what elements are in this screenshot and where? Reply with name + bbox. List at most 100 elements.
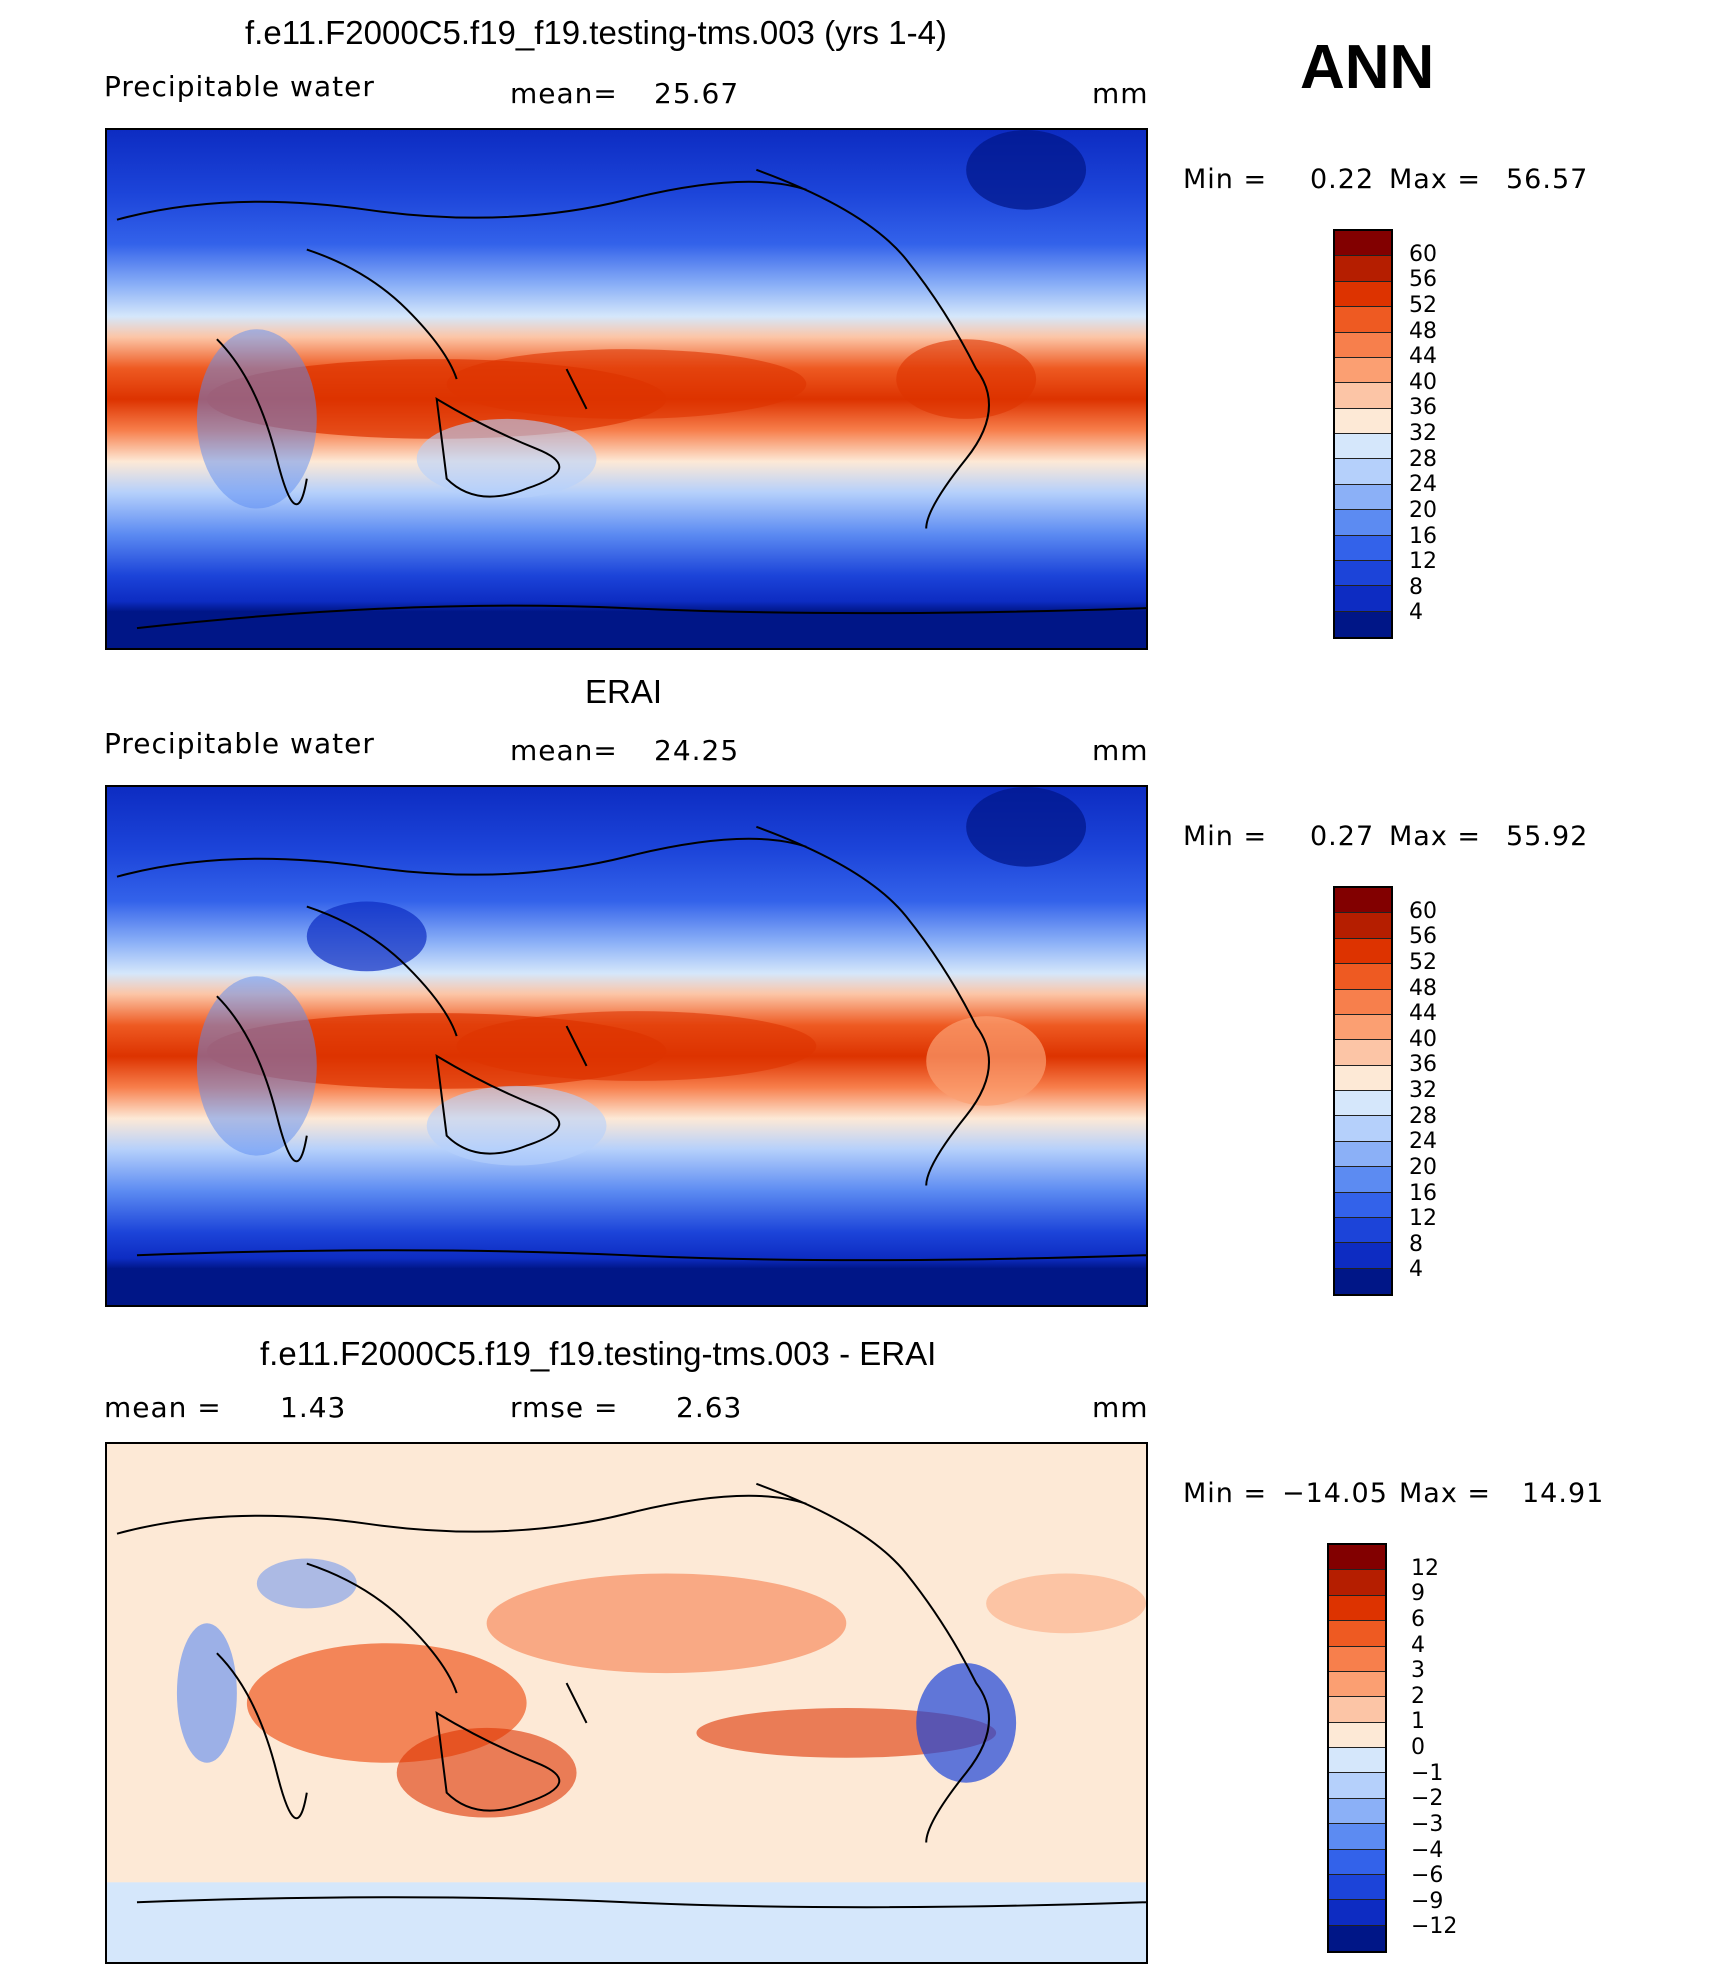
colorbar-tick-label: 16	[1409, 1180, 1437, 1206]
panel2-map	[105, 785, 1148, 1307]
colorbar-tick-label: 3	[1411, 1658, 1425, 1684]
colorbar-swatch	[1335, 1014, 1391, 1041]
colorbar-tick-label: 44	[1409, 1001, 1437, 1027]
panel2-max-label: Max =	[1389, 821, 1482, 852]
colorbar-swatch	[1335, 964, 1391, 990]
colorbar-swatch	[1329, 1748, 1385, 1774]
colorbar-swatch	[1335, 434, 1391, 460]
colorbar-swatch	[1335, 332, 1391, 358]
panel2-mean-label: mean=	[510, 734, 618, 767]
colorbar-swatch	[1335, 281, 1391, 308]
colorbar-tick-label: 60	[1409, 898, 1437, 924]
colorbar-swatch	[1329, 1646, 1385, 1672]
colorbar-tick-label: 2	[1411, 1683, 1425, 1709]
panel1-units: mm	[1092, 77, 1149, 110]
colorbar-tick-label: 4	[1411, 1632, 1425, 1658]
colorbar-swatch	[1335, 1192, 1391, 1218]
colorbar-tick-label: 60	[1409, 241, 1437, 267]
panel3-min-label: Min =	[1183, 1478, 1268, 1509]
panel1-title: f.e11.F2000C5.f19_f19.testing-tms.003 (y…	[245, 14, 947, 51]
colorbar-swatch	[1335, 611, 1391, 637]
panel1-max-value: 56.57	[1506, 164, 1589, 195]
panel3-units: mm	[1092, 1391, 1149, 1424]
season-title: ANN	[1300, 33, 1435, 102]
panel2-mean-value: 24.25	[654, 734, 740, 767]
panel1-max-label: Max =	[1389, 164, 1482, 195]
colorbar-swatch	[1335, 1217, 1391, 1244]
panel2-title: ERAI	[585, 673, 663, 710]
colorbar-tick-label: 44	[1409, 344, 1437, 370]
colorbar-swatch	[1329, 1900, 1385, 1926]
colorbar-swatch	[1335, 1040, 1391, 1066]
colorbar-tick-label: 4	[1409, 1257, 1423, 1283]
colorbar-tick-label: 40	[1409, 1026, 1437, 1052]
colorbar-tick-label: 0	[1411, 1735, 1425, 1760]
colorbar-swatch	[1335, 888, 1391, 914]
colorbar-tick-label: 12	[1409, 1206, 1437, 1232]
colorbar-swatch	[1335, 459, 1391, 485]
colorbar-tick-label: 32	[1409, 421, 1437, 446]
colorbar-tick-label: 36	[1409, 395, 1437, 421]
colorbar-tick-label: 24	[1409, 1129, 1437, 1155]
colorbar-swatch	[1335, 307, 1391, 333]
colorbar-tick-label: 8	[1409, 574, 1423, 600]
colorbar-swatch	[1329, 1697, 1385, 1723]
colorbar-swatch	[1335, 383, 1391, 409]
colorbar-swatch	[1335, 535, 1391, 561]
panel3-rmse-label: rmse =	[510, 1391, 619, 1424]
colorbar-tick-label: −1	[1411, 1760, 1444, 1786]
panel2-colorbar	[1333, 886, 1393, 1296]
colorbar-swatch	[1335, 231, 1391, 257]
colorbar-swatch	[1335, 1116, 1391, 1142]
panel1-min-value: 0.22	[1310, 164, 1375, 195]
colorbar-swatch	[1329, 1824, 1385, 1850]
colorbar-swatch	[1329, 1545, 1385, 1571]
panel3-rmse-value: 2.63	[676, 1391, 743, 1424]
colorbar-tick-label: 56	[1409, 924, 1437, 950]
colorbar-swatch	[1329, 1722, 1385, 1748]
panel2-units: mm	[1092, 734, 1149, 767]
colorbar-tick-label: 9	[1411, 1581, 1425, 1607]
colorbar-swatch	[1335, 1167, 1391, 1193]
panel3-min-value: −14.05	[1282, 1478, 1388, 1509]
panel1-colorbar	[1333, 229, 1393, 639]
colorbar-tick-label: 12	[1411, 1555, 1439, 1581]
panel3-max-value: 14.91	[1522, 1478, 1605, 1509]
colorbar-swatch	[1335, 989, 1391, 1015]
colorbar-tick-label: 40	[1409, 369, 1437, 395]
panel1-min-label: Min =	[1183, 164, 1268, 195]
colorbar-tick-label: 12	[1409, 549, 1437, 575]
colorbar-tick-label: 52	[1409, 949, 1437, 975]
colorbar-swatch	[1329, 1671, 1385, 1698]
colorbar-swatch	[1329, 1874, 1385, 1901]
panel1-map	[105, 128, 1148, 650]
colorbar-tick-label: 48	[1409, 318, 1437, 344]
colorbar-swatch	[1335, 510, 1391, 536]
colorbar-tick-label: 48	[1409, 975, 1437, 1001]
panel3-max-label: Max =	[1399, 1478, 1492, 1509]
colorbar-swatch	[1329, 1773, 1385, 1799]
colorbar-tick-label: 20	[1409, 1154, 1437, 1180]
colorbar-swatch	[1329, 1595, 1385, 1622]
panel3-colorbar	[1327, 1543, 1387, 1953]
colorbar-swatch	[1335, 408, 1391, 434]
colorbar-swatch	[1329, 1621, 1385, 1647]
panel3-map	[105, 1442, 1148, 1964]
colorbar-swatch	[1329, 1849, 1385, 1875]
colorbar-tick-label: 16	[1409, 523, 1437, 549]
colorbar-tick-label: −12	[1411, 1914, 1458, 1940]
colorbar-swatch	[1335, 357, 1391, 384]
colorbar-tick-label: 4	[1409, 600, 1423, 626]
colorbar-swatch	[1335, 560, 1391, 587]
colorbar-swatch	[1335, 1268, 1391, 1294]
panel3-mean-label: mean =	[104, 1391, 222, 1424]
colorbar-tick-label: −2	[1411, 1786, 1444, 1812]
colorbar-tick-label: 1	[1411, 1709, 1425, 1735]
colorbar-tick-label: 28	[1409, 446, 1437, 472]
colorbar-swatch	[1335, 256, 1391, 282]
colorbar-tick-label: −3	[1411, 1811, 1444, 1837]
panel2-min-value: 0.27	[1310, 821, 1375, 852]
panel1-mean-value: 25.67	[654, 77, 740, 110]
colorbar-swatch	[1335, 1091, 1391, 1117]
colorbar-swatch	[1335, 1065, 1391, 1091]
